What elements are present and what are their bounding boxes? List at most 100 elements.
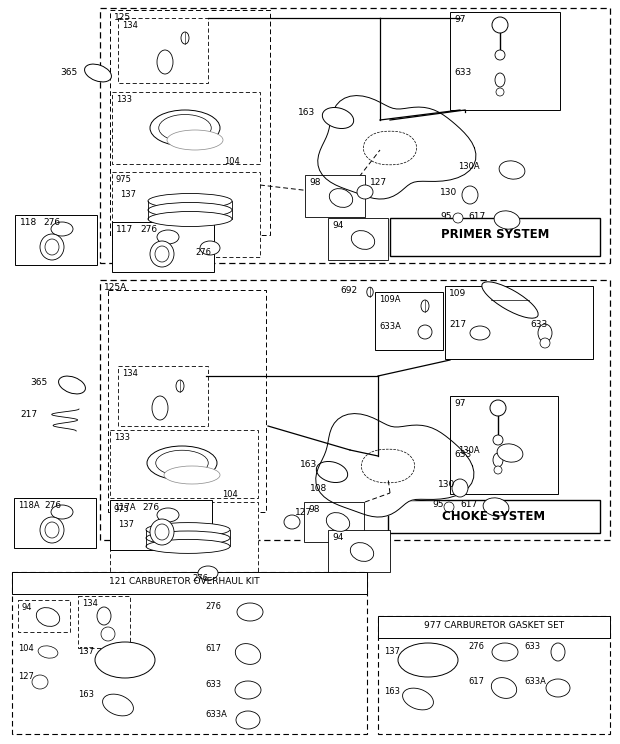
Ellipse shape [329, 188, 353, 208]
Text: 104: 104 [224, 157, 240, 166]
Ellipse shape [470, 326, 490, 340]
Text: 163: 163 [78, 690, 94, 699]
Bar [110, 502, 258, 582]
Bar [450, 12, 560, 110]
Bar [100, 280, 610, 540]
Bar [110, 10, 270, 235]
Text: 633: 633 [454, 450, 471, 459]
Ellipse shape [350, 542, 374, 562]
Ellipse shape [538, 324, 552, 342]
Bar [15, 215, 97, 265]
Text: 617: 617 [460, 500, 477, 509]
Ellipse shape [352, 231, 374, 249]
Ellipse shape [235, 681, 261, 699]
Ellipse shape [493, 435, 503, 445]
Ellipse shape [97, 607, 111, 625]
Ellipse shape [45, 522, 59, 538]
Ellipse shape [236, 711, 260, 729]
Ellipse shape [493, 453, 503, 467]
Bar [305, 175, 365, 217]
Ellipse shape [51, 505, 73, 519]
Text: 98: 98 [308, 505, 319, 514]
Text: 365: 365 [60, 68, 78, 77]
Bar [388, 500, 600, 533]
Text: 365: 365 [30, 378, 47, 387]
Text: 104: 104 [18, 644, 33, 653]
Ellipse shape [483, 498, 509, 516]
Text: 94: 94 [332, 533, 343, 542]
Text: 125: 125 [114, 13, 131, 22]
Ellipse shape [496, 88, 504, 96]
Ellipse shape [156, 450, 208, 475]
Text: 276: 276 [195, 248, 211, 257]
Ellipse shape [444, 502, 454, 512]
Text: 163: 163 [384, 687, 400, 696]
Text: 217: 217 [449, 320, 466, 329]
Text: eReplacementParts.com: eReplacementParts.com [238, 394, 382, 406]
Ellipse shape [45, 239, 59, 255]
Ellipse shape [357, 185, 373, 199]
Text: 94: 94 [22, 603, 32, 612]
Ellipse shape [452, 479, 468, 497]
Text: 276: 276 [44, 501, 61, 510]
Bar [378, 616, 610, 638]
Ellipse shape [40, 517, 64, 543]
Text: 109: 109 [449, 289, 466, 298]
Text: 137: 137 [118, 520, 134, 529]
Ellipse shape [146, 539, 230, 554]
Ellipse shape [101, 627, 115, 641]
Ellipse shape [148, 211, 232, 226]
Bar [108, 290, 266, 512]
Text: 134: 134 [122, 369, 138, 378]
Bar [78, 596, 130, 648]
Ellipse shape [322, 107, 353, 129]
Ellipse shape [490, 400, 506, 416]
Text: 276: 276 [192, 574, 208, 583]
Ellipse shape [157, 50, 173, 74]
Bar [100, 8, 610, 263]
Ellipse shape [102, 694, 133, 716]
Ellipse shape [453, 213, 463, 223]
Text: 104: 104 [222, 490, 237, 499]
Ellipse shape [95, 642, 155, 678]
Text: 276: 276 [140, 225, 157, 234]
Bar [328, 218, 388, 260]
Ellipse shape [157, 230, 179, 244]
Ellipse shape [146, 531, 230, 545]
Text: 633A: 633A [205, 710, 227, 719]
Text: 217: 217 [20, 410, 37, 419]
Text: 975: 975 [116, 175, 132, 184]
Bar [328, 530, 390, 572]
Ellipse shape [58, 376, 86, 394]
Text: 94: 94 [332, 221, 343, 230]
Text: 137: 137 [78, 647, 94, 656]
Bar [112, 172, 260, 257]
Text: 163: 163 [298, 108, 315, 117]
Ellipse shape [150, 241, 174, 267]
Ellipse shape [84, 64, 112, 82]
Ellipse shape [164, 466, 220, 484]
Text: 133: 133 [116, 95, 132, 104]
Text: 118: 118 [20, 218, 37, 227]
Bar [14, 498, 96, 548]
Ellipse shape [398, 643, 458, 677]
Text: PRIMER SYSTEM: PRIMER SYSTEM [441, 228, 549, 241]
Ellipse shape [51, 222, 73, 236]
Ellipse shape [159, 115, 211, 141]
Bar [18, 600, 70, 632]
Ellipse shape [551, 643, 565, 661]
Bar [390, 218, 600, 256]
Ellipse shape [494, 466, 502, 474]
Text: 130: 130 [440, 188, 458, 197]
Text: 121 CARBURETOR OVERHAUL KIT: 121 CARBURETOR OVERHAUL KIT [108, 577, 259, 586]
Bar [445, 286, 593, 359]
Text: 127: 127 [370, 178, 387, 187]
Text: 130A: 130A [458, 162, 480, 171]
Ellipse shape [402, 688, 433, 710]
Text: 130A: 130A [458, 446, 480, 455]
Ellipse shape [497, 444, 523, 462]
Ellipse shape [155, 246, 169, 262]
Ellipse shape [200, 241, 220, 255]
Text: 97: 97 [454, 15, 466, 24]
Ellipse shape [147, 446, 217, 480]
